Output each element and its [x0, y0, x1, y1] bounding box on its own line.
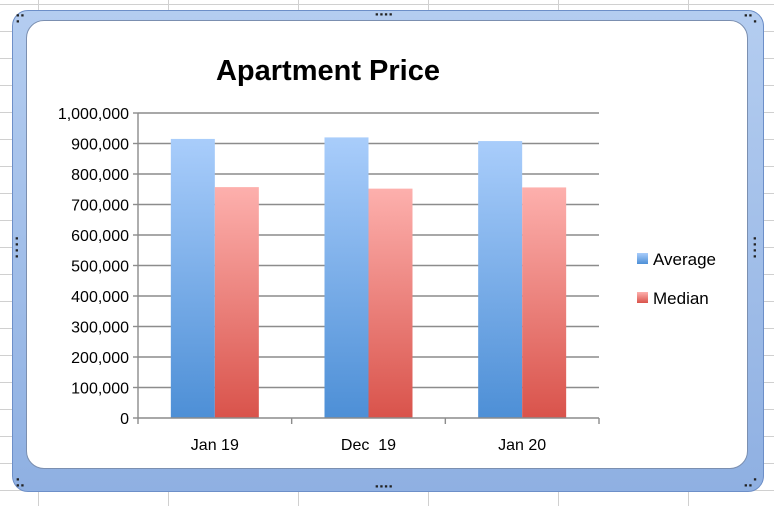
legend-swatch-average — [637, 253, 648, 264]
y-tick-label: 100,000 — [71, 381, 129, 398]
y-tick-label: 400,000 — [71, 289, 129, 306]
bar-average-1 — [170, 138, 215, 419]
bar-average-3 — [478, 141, 523, 418]
bar-median-1 — [214, 187, 259, 418]
legend-label-average: Average — [653, 250, 716, 269]
y-tick-label: 700,000 — [71, 198, 129, 215]
y-tick-label: 0 — [120, 411, 129, 428]
bar-average-2 — [324, 137, 369, 418]
frame-handle-right-middle[interactable]: ▪ ▪ ▪ ▪ — [753, 235, 758, 260]
y-tick-label: 200,000 — [71, 350, 129, 367]
frame-handle-bottom-left[interactable]: ▪ ▪▪ — [16, 476, 26, 489]
x-tick-label: Jan 20 — [498, 437, 546, 454]
bar-median-3 — [522, 187, 567, 418]
frame-handle-top-left[interactable]: ▪▪ ▪ — [16, 12, 26, 25]
legend-swatch-median — [637, 292, 648, 303]
frame-handle-top-center[interactable]: ▪▪▪▪ — [375, 11, 394, 18]
chart-title: Apartment Price — [216, 55, 440, 87]
y-tick-label: 500,000 — [71, 259, 129, 276]
x-tick-label: Jan 19 — [191, 437, 239, 454]
y-tick-label: 800,000 — [71, 167, 129, 184]
frame-handle-top-right[interactable]: ▪▪ ▪ — [744, 12, 758, 25]
frame-handle-bottom-center[interactable]: ▪▪▪▪ — [375, 483, 394, 490]
bar-median-2 — [368, 188, 413, 418]
y-tick-label: 1,000,000 — [58, 106, 129, 123]
x-tick-label: Dec 19 — [341, 437, 396, 454]
frame-handle-left-middle[interactable]: ▪ ▪ ▪ ▪ — [15, 235, 20, 260]
legend-label-median: Median — [653, 289, 709, 308]
y-tick-label: 900,000 — [71, 137, 129, 154]
y-tick-label: 600,000 — [71, 228, 129, 245]
frame-handle-bottom-right[interactable]: ▪ ▪▪ — [744, 476, 758, 489]
y-tick-label: 300,000 — [71, 320, 129, 337]
